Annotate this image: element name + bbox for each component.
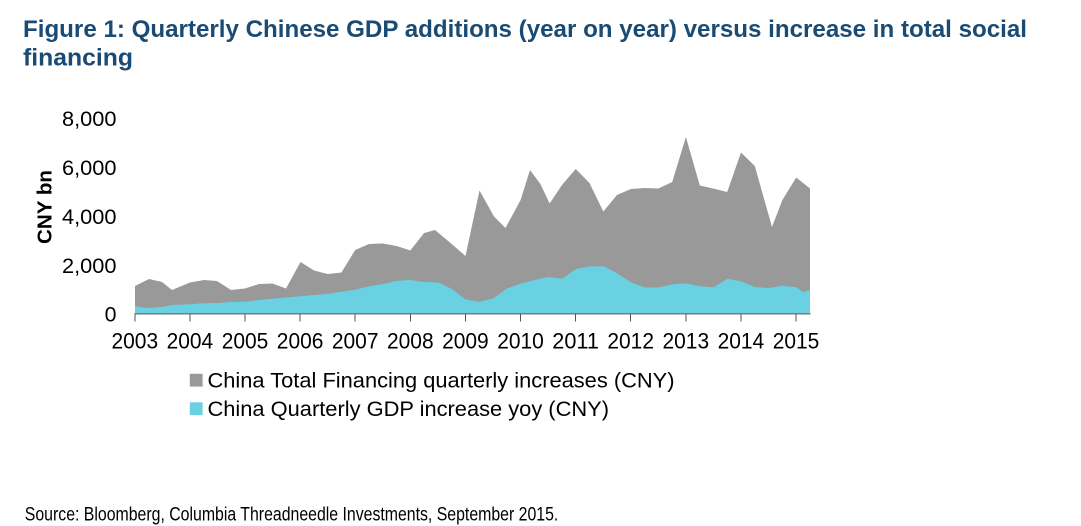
svg-text:China Total Financing quarterl: China Total Financing quarterly increase…: [208, 368, 675, 393]
svg-text:2006: 2006: [277, 328, 324, 353]
svg-text:2005: 2005: [222, 328, 269, 353]
svg-text:2003: 2003: [112, 328, 159, 353]
svg-text:China Quarterly GDP increase y: China Quarterly GDP increase yoy (CNY): [208, 396, 610, 421]
svg-text:4,000: 4,000: [62, 205, 117, 229]
svg-text:2009: 2009: [442, 328, 489, 353]
svg-text:2007: 2007: [332, 328, 379, 353]
svg-text:2015: 2015: [773, 328, 820, 353]
svg-text:2010: 2010: [497, 328, 544, 353]
svg-text:Source: Bloomberg, Columbia Th: Source: Bloomberg, Columbia Threadneedle…: [25, 503, 559, 525]
svg-text:2011: 2011: [552, 328, 599, 353]
svg-text:8,000: 8,000: [62, 107, 117, 131]
svg-text:financing: financing: [23, 45, 133, 72]
svg-text:2,000: 2,000: [62, 254, 117, 278]
svg-text:6,000: 6,000: [62, 156, 117, 180]
svg-text:2004: 2004: [167, 328, 214, 353]
svg-text:2008: 2008: [387, 328, 434, 353]
svg-text:Figure 1: Quarterly Chinese GD: Figure 1: Quarterly Chinese GDP addition…: [23, 16, 1027, 43]
svg-text:CNY bn: CNY bn: [34, 170, 57, 244]
svg-text:2012: 2012: [607, 328, 654, 353]
svg-text:2014: 2014: [718, 328, 765, 353]
svg-text:0: 0: [105, 303, 117, 327]
svg-text:2013: 2013: [663, 328, 710, 353]
